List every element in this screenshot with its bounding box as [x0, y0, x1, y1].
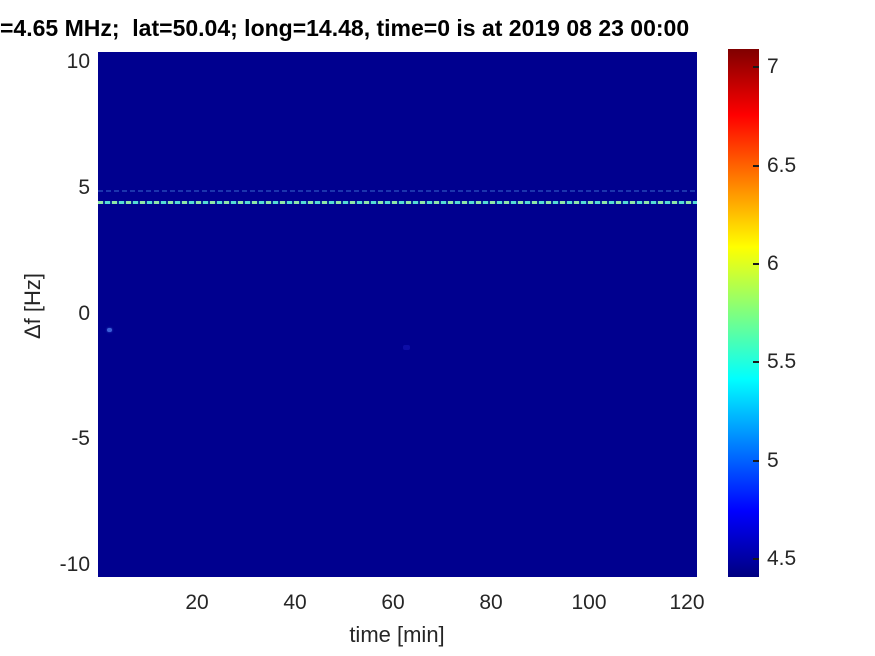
colorbar-label-4-5: 4.5 — [767, 547, 797, 570]
y-tick-n10: -10 — [59, 553, 90, 576]
colorbar-tick-5 — [753, 460, 759, 462]
colorbar-label-5-5: 5.5 — [767, 350, 797, 373]
x-tick-120: 120 — [669, 591, 705, 614]
faint-dot — [403, 345, 410, 350]
x-axis-label: time [min] — [349, 622, 445, 647]
x-tick-60: 60 — [381, 591, 405, 614]
y-tick-0: 0 — [78, 302, 90, 325]
x-tick-20: 20 — [185, 591, 209, 614]
colorbar-label-6-5: 6.5 — [767, 154, 797, 177]
colorbar-tick-6-5 — [753, 165, 759, 167]
figure-title: =4.65 MHz; lat=50.04; long=14.48, time=0… — [0, 15, 690, 41]
heatmap-plot-area — [98, 52, 697, 577]
colorbar — [728, 49, 759, 577]
bright-dot — [107, 328, 112, 332]
x-tick-100: 100 — [571, 591, 607, 614]
colorbar-label-5: 5 — [767, 449, 779, 472]
faint-upper-trace-line — [98, 190, 697, 192]
colorbar-tick-4-5 — [753, 558, 759, 560]
x-tick-40: 40 — [283, 591, 307, 614]
colorbar-tick-6 — [753, 263, 759, 265]
colorbar-label-6: 6 — [767, 252, 779, 275]
colorbar-tick-7 — [753, 66, 759, 68]
colorbar-tick-5-5 — [753, 361, 759, 363]
y-tick-10: 10 — [66, 50, 90, 73]
doppler-trace-line — [98, 201, 697, 204]
y-tick-5: 5 — [78, 176, 90, 199]
y-tick-n5: -5 — [71, 427, 90, 450]
x-tick-80: 80 — [479, 591, 503, 614]
y-axis-label: Δf [Hz] — [20, 272, 45, 340]
colorbar-label-7: 7 — [767, 55, 779, 78]
